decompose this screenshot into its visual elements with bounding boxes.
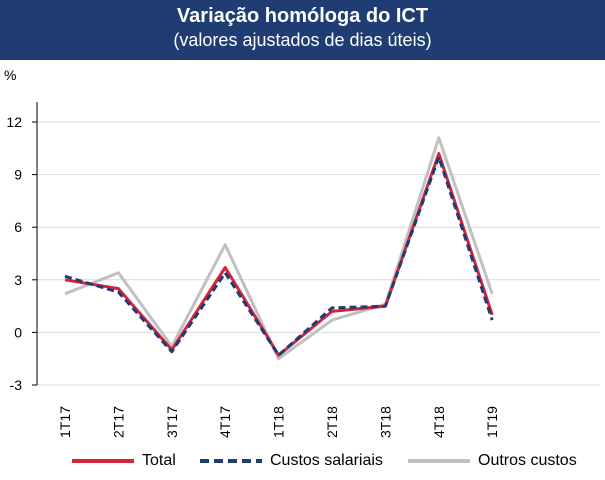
legend-swatch-total: [72, 459, 134, 463]
chart-legend: Total Custos salariais Outros custos: [0, 448, 605, 478]
legend-swatch-custos-salariais: [200, 459, 262, 463]
x-tick-label: 2T18: [324, 406, 340, 438]
legend-item-custos-salariais: Custos salariais: [200, 452, 383, 470]
y-tick-label: -3: [10, 377, 23, 393]
legend-item-outros-custos: Outros custos: [408, 452, 577, 470]
legend-item-total: Total: [72, 452, 176, 470]
series-line-custos-salariais: [64, 155, 494, 357]
chart-header: Variação homóloga do ICT (valores ajusta…: [0, 0, 605, 60]
x-tick-label: 2T17: [110, 406, 126, 438]
chart-subtitle: (valores ajustados de dias úteis): [173, 30, 432, 50]
series-line-outros-custos: [64, 136, 494, 361]
legend-label-outros-custos: Outros custos: [478, 452, 577, 469]
y-tick-label: 0: [14, 324, 22, 340]
legend-label-custos-salariais: Custos salariais: [270, 452, 383, 469]
x-tick-label: 4T17: [217, 406, 233, 438]
legend-label-total: Total: [142, 452, 176, 469]
chart-title: Variação homóloga do ICT: [176, 5, 429, 27]
y-axis-label: %: [4, 67, 16, 83]
y-tick-label: 3: [14, 272, 22, 288]
x-tick-label: 1T19: [484, 406, 500, 438]
x-tick-label: 3T17: [164, 406, 180, 438]
x-tick-label: 1T18: [271, 406, 287, 438]
x-tick-label: 1T17: [57, 406, 73, 438]
y-tick-label: 9: [14, 167, 22, 183]
x-tick-label: 3T18: [377, 406, 393, 438]
y-tick-label: 6: [14, 219, 22, 235]
x-tick-label: 4T18: [431, 406, 447, 438]
y-tick-label: 12: [6, 114, 22, 130]
line-chart: -3 0 3 6 9 12% 1T17 2T17 3T17 4T17 1T18 2T18 3T18 4T1…: [4, 67, 600, 438]
legend-swatch-outros-custos: [408, 459, 470, 463]
